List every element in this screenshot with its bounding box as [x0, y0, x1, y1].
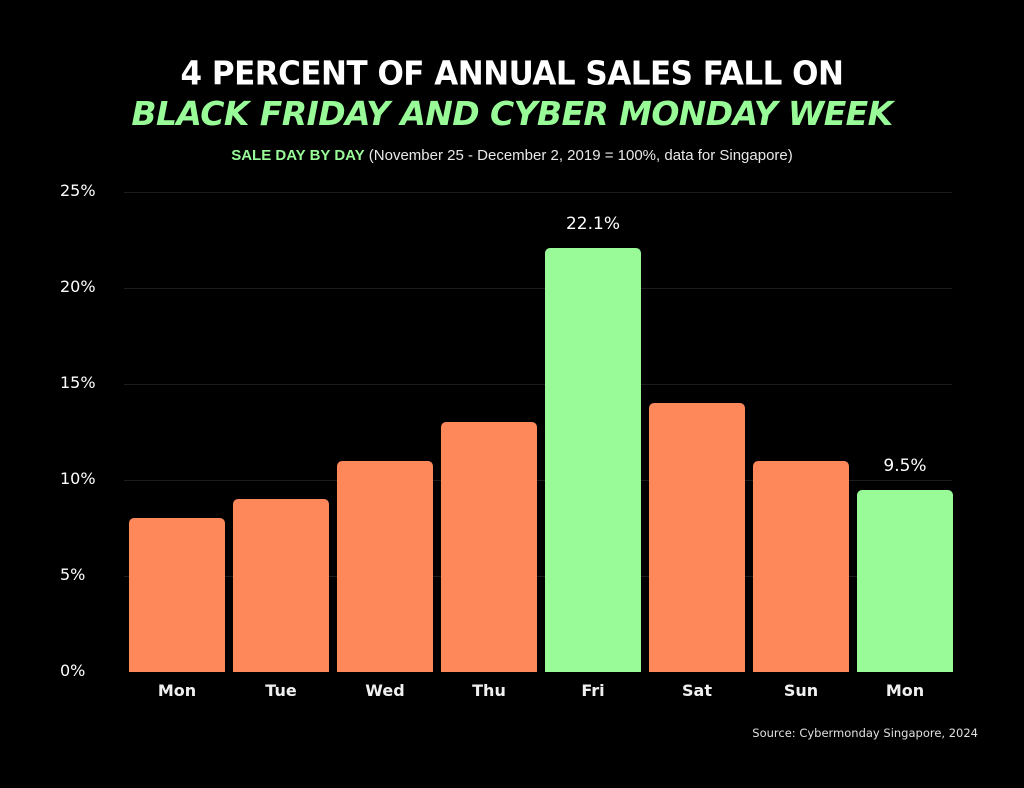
subtitle-highlight: SALE DAY BY DAY	[231, 147, 365, 164]
x-axis-tick-label: Mon	[157, 681, 197, 700]
gridline	[124, 384, 952, 385]
y-axis-tick-label: 10%	[60, 469, 96, 488]
bar-value-label: 9.5%	[883, 456, 927, 476]
y-axis-tick-label: 0%	[60, 661, 86, 680]
bar-wed	[337, 461, 433, 672]
bar-sat	[649, 403, 745, 672]
gridline	[124, 480, 952, 481]
y-axis-tick-label: 5%	[60, 565, 86, 584]
source-note: Source: Cybermonday Singapore, 2024	[752, 726, 978, 740]
x-axis-tick-label: Sun	[783, 681, 819, 700]
bar-sun	[753, 461, 849, 672]
bar-fri	[545, 248, 641, 672]
x-axis-tick-label: Thu	[472, 681, 506, 700]
chart-title-line1: 4 PERCENT OF ANNUAL SALES FALL ON	[180, 55, 844, 93]
y-axis-tick-label: 15%	[60, 373, 96, 392]
gridline	[124, 192, 952, 193]
x-axis-tick-label: Mon	[885, 681, 925, 700]
y-axis-tick-label: 20%	[60, 277, 96, 296]
bar-mon	[129, 518, 225, 672]
chart-title-line2: BLACK FRIDAY AND CYBER MONDAY WEEK	[131, 94, 893, 133]
bar-tue	[233, 499, 329, 672]
bar-mon-2	[857, 490, 953, 672]
x-axis-tick-label: Sat	[682, 681, 712, 700]
y-axis-tick-label: 25%	[60, 181, 96, 200]
x-axis-tick-label: Fri	[581, 681, 605, 700]
x-axis-tick-label: Tue	[265, 681, 297, 700]
gridline	[124, 288, 952, 289]
x-axis-tick-label: Wed	[365, 681, 405, 700]
gridline	[124, 576, 952, 577]
bar-thu	[441, 422, 537, 672]
chart-subtitle: SALE DAY BY DAY (November 25 - December …	[0, 147, 1024, 164]
subtitle-description: (November 25 - December 2, 2019 = 100%, …	[364, 147, 793, 164]
bar-value-label: 22.1%	[565, 214, 620, 234]
